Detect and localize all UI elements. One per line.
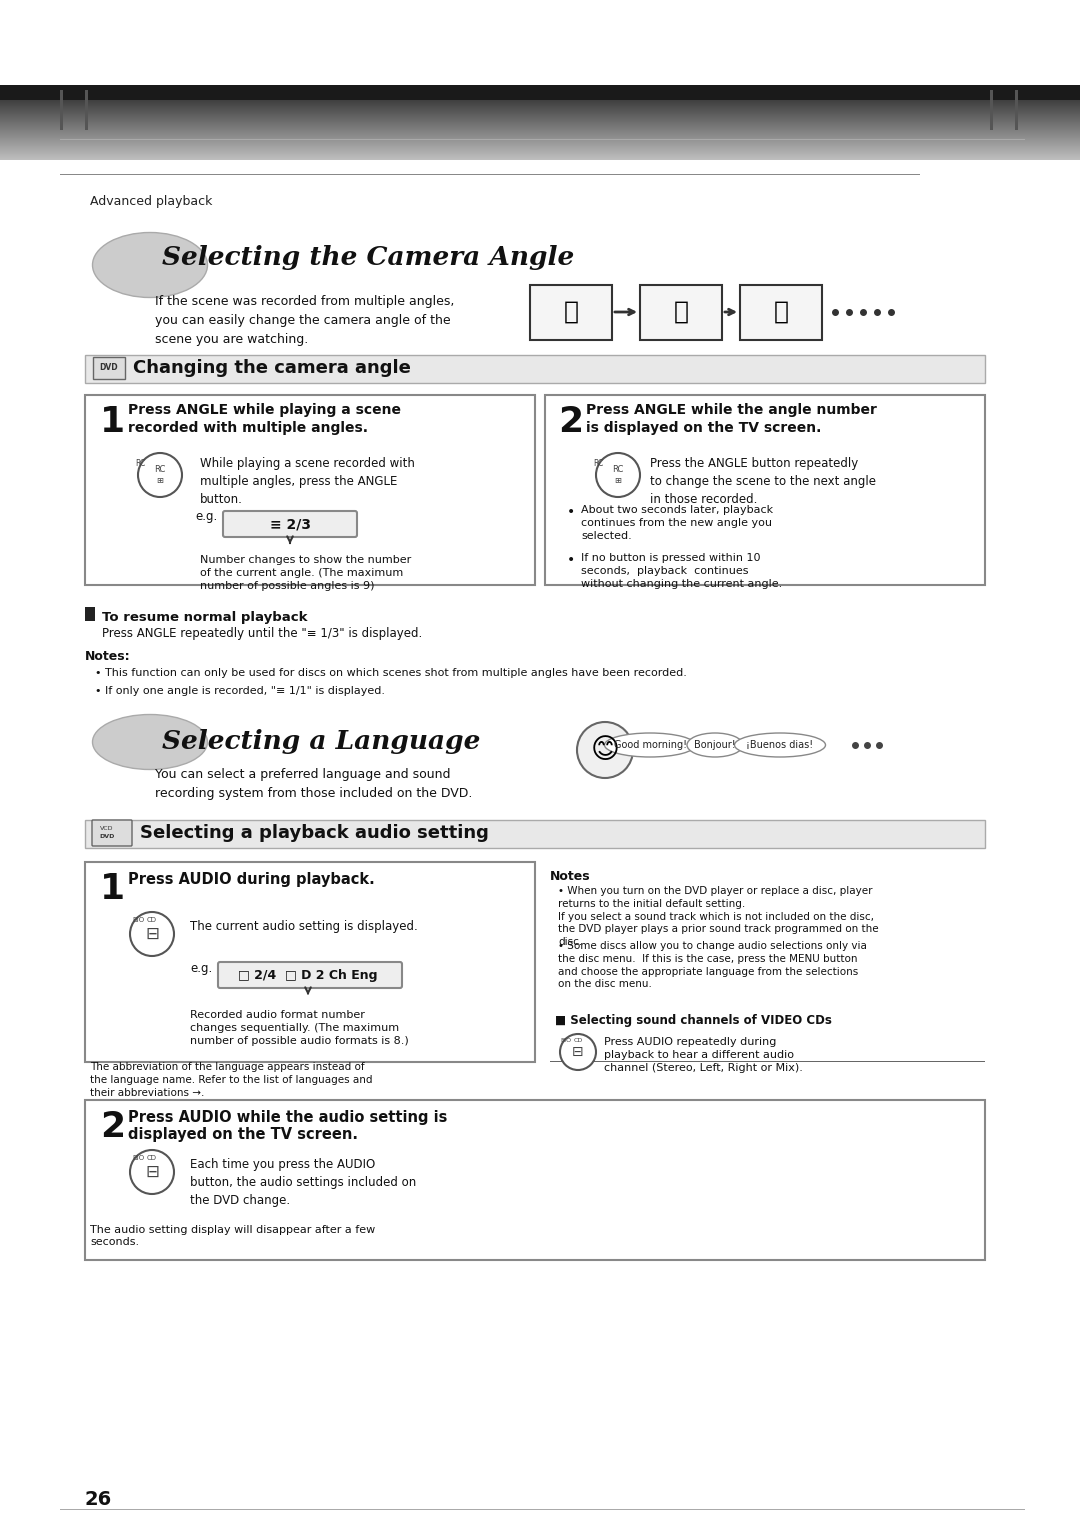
Bar — [0, 84, 1080, 100]
Bar — [85, 91, 87, 131]
Circle shape — [596, 453, 640, 498]
Text: •: • — [567, 553, 576, 567]
Text: Notes: Notes — [550, 869, 591, 883]
Circle shape — [577, 722, 633, 779]
Bar — [990, 91, 993, 131]
Text: 😊: 😊 — [591, 736, 620, 763]
Text: BIO: BIO — [561, 1037, 571, 1043]
Text: 2: 2 — [558, 406, 583, 439]
FancyBboxPatch shape — [740, 286, 822, 339]
Circle shape — [130, 912, 174, 955]
Text: Number changes to show the number
of the current angle. (The maximum
number of p: Number changes to show the number of the… — [200, 554, 411, 591]
Text: Press AUDIO while the audio setting is
displayed on the TV screen.: Press AUDIO while the audio setting is d… — [129, 1111, 447, 1143]
Text: BIO: BIO — [132, 917, 144, 923]
Text: RC: RC — [593, 459, 603, 467]
Text: Press ANGLE repeatedly until the "≡ 1/3" is displayed.: Press ANGLE repeatedly until the "≡ 1/3"… — [102, 627, 422, 641]
Text: •: • — [567, 505, 576, 519]
Text: Each time you press the AUDIO
button, the audio settings included on
the DVD cha: Each time you press the AUDIO button, th… — [190, 1158, 416, 1207]
Text: Changing the camera angle: Changing the camera angle — [133, 359, 410, 376]
Text: CD: CD — [147, 917, 157, 923]
Text: The abbreviation of the language appears instead of
the language name. Refer to : The abbreviation of the language appears… — [90, 1061, 373, 1098]
Text: DVD: DVD — [99, 834, 114, 840]
FancyBboxPatch shape — [545, 395, 985, 585]
FancyBboxPatch shape — [218, 962, 402, 988]
Text: RC
⊞: RC ⊞ — [154, 465, 165, 485]
Text: Advanced playback: Advanced playback — [90, 195, 213, 207]
Text: 26: 26 — [85, 1490, 112, 1508]
Text: CD: CD — [573, 1037, 582, 1043]
Text: Notes:: Notes: — [85, 650, 131, 664]
FancyBboxPatch shape — [222, 511, 357, 538]
Text: Selecting the Camera Angle: Selecting the Camera Angle — [162, 246, 575, 270]
Circle shape — [561, 1034, 596, 1071]
FancyBboxPatch shape — [85, 355, 985, 382]
Text: • When you turn on the DVD player or replace a disc, player
returns to the initi: • When you turn on the DVD player or rep… — [558, 886, 879, 948]
Text: DVD: DVD — [99, 364, 119, 373]
Bar — [60, 91, 63, 131]
Text: ■ Selecting sound channels of VIDEO CDs: ■ Selecting sound channels of VIDEO CDs — [555, 1014, 832, 1028]
Text: Selecting a playback audio setting: Selecting a playback audio setting — [140, 823, 489, 842]
Ellipse shape — [687, 733, 743, 757]
Text: e.g.: e.g. — [195, 510, 217, 522]
Text: BIO: BIO — [132, 1155, 144, 1161]
Circle shape — [138, 453, 183, 498]
Text: RC: RC — [135, 459, 145, 467]
Text: VCD: VCD — [100, 826, 113, 831]
FancyBboxPatch shape — [85, 862, 535, 1061]
Bar — [85, 607, 95, 621]
Text: Press the ANGLE button repeatedly
to change the scene to the next angle
in those: Press the ANGLE button repeatedly to cha… — [650, 458, 876, 505]
Text: e.g.: e.g. — [190, 962, 213, 975]
Text: • This function can only be used for discs on which scenes shot from multiple an: • This function can only be used for dis… — [95, 668, 687, 677]
Text: 📷: 📷 — [773, 300, 788, 324]
Text: While playing a scene recorded with
multiple angles, press the ANGLE
button.: While playing a scene recorded with mult… — [200, 458, 415, 505]
Text: RC
⊞: RC ⊞ — [612, 465, 623, 485]
Text: The audio setting display will disappear after a few
seconds.: The audio setting display will disappear… — [90, 1226, 375, 1247]
Ellipse shape — [93, 714, 207, 770]
FancyBboxPatch shape — [640, 286, 723, 339]
Text: About two seconds later, playback
continues from the new angle you
selected.: About two seconds later, playback contin… — [581, 505, 773, 541]
Text: If the scene was recorded from multiple angles,
you can easily change the camera: If the scene was recorded from multiple … — [156, 295, 455, 346]
Text: 🚗: 🚗 — [674, 300, 689, 324]
Circle shape — [130, 1150, 174, 1193]
Ellipse shape — [734, 733, 825, 757]
Text: The current audio setting is displayed.: The current audio setting is displayed. — [190, 920, 418, 932]
Text: ⊟: ⊟ — [145, 1163, 159, 1181]
FancyBboxPatch shape — [93, 356, 125, 379]
Text: To resume normal playback: To resume normal playback — [102, 611, 308, 624]
Text: ⊟: ⊟ — [572, 1044, 584, 1058]
Text: Good morning!: Good morning! — [613, 740, 687, 750]
Text: CD: CD — [147, 1155, 157, 1161]
Bar — [1015, 91, 1018, 131]
FancyBboxPatch shape — [530, 286, 612, 339]
FancyBboxPatch shape — [92, 820, 132, 846]
Text: You can select a preferred language and sound
recording system from those includ: You can select a preferred language and … — [156, 768, 472, 800]
Text: Press ANGLE while the angle number
is displayed on the TV screen.: Press ANGLE while the angle number is di… — [586, 402, 877, 435]
Text: Recorded audio format number
changes sequentially. (The maximum
number of possib: Recorded audio format number changes seq… — [190, 1011, 408, 1046]
Text: 2: 2 — [100, 1111, 125, 1144]
Ellipse shape — [93, 232, 207, 298]
Text: Press AUDIO repeatedly during
playback to hear a different audio
channel (Stereo: Press AUDIO repeatedly during playback t… — [604, 1037, 802, 1074]
FancyBboxPatch shape — [85, 395, 535, 585]
Text: • Some discs allow you to change audio selections only via
the disc menu.  If th: • Some discs allow you to change audio s… — [558, 942, 867, 989]
Text: □ 2/4  □ D 2 Ch Eng: □ 2/4 □ D 2 Ch Eng — [239, 969, 378, 982]
Text: Bonjour!: Bonjour! — [694, 740, 735, 750]
FancyBboxPatch shape — [85, 1100, 985, 1260]
FancyBboxPatch shape — [85, 820, 985, 848]
Text: If no button is pressed within 10
seconds,  playback  continues
without changing: If no button is pressed within 10 second… — [581, 553, 782, 590]
Text: ⊟: ⊟ — [145, 925, 159, 943]
Text: Press AUDIO during playback.: Press AUDIO during playback. — [129, 872, 375, 886]
Text: • If only one angle is recorded, "≡ 1/1" is displayed.: • If only one angle is recorded, "≡ 1/1"… — [95, 687, 384, 696]
Text: ¡Buenos dias!: ¡Buenos dias! — [746, 740, 813, 750]
Text: 1: 1 — [100, 872, 125, 906]
Text: 🚗: 🚗 — [564, 300, 579, 324]
Text: Press ANGLE while playing a scene
recorded with multiple angles.: Press ANGLE while playing a scene record… — [129, 402, 401, 435]
Text: 1: 1 — [100, 406, 125, 439]
Text: Selecting a Language: Selecting a Language — [162, 730, 481, 754]
Text: ≡ 2/3: ≡ 2/3 — [270, 518, 311, 531]
Ellipse shape — [605, 733, 696, 757]
